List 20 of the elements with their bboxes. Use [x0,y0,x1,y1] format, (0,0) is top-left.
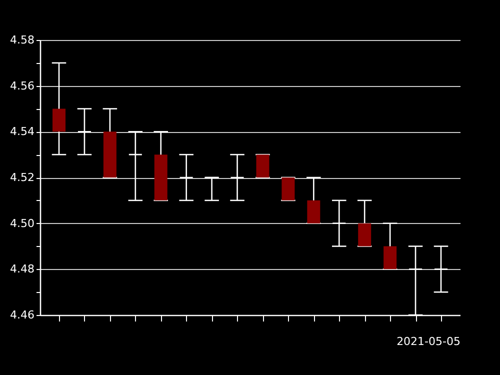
candlestick [358,200,372,247]
candlestick [52,62,66,156]
y-tick-label: 4.46 [10,308,34,322]
candlestick [434,246,448,293]
candlestick [332,200,346,247]
candlestick [282,178,295,200]
x-axis-title: 2021-05-05 [396,335,460,348]
candlestick [77,108,92,156]
y-tick-label: 4.50 [10,216,34,230]
candlestick [307,176,320,224]
candlestick [256,154,270,178]
candlestick [230,154,244,202]
y-tick-label: 4.54 [10,125,34,138]
y-tick-label: 4.52 [10,171,34,184]
y-tick-label: 4.58 [10,34,34,46]
candlestick [384,222,397,270]
candlestick [128,131,143,202]
candlestick [179,154,194,202]
y-tick-label: 4.48 [10,262,34,276]
y-tick-label: 4.56 [10,79,34,92]
